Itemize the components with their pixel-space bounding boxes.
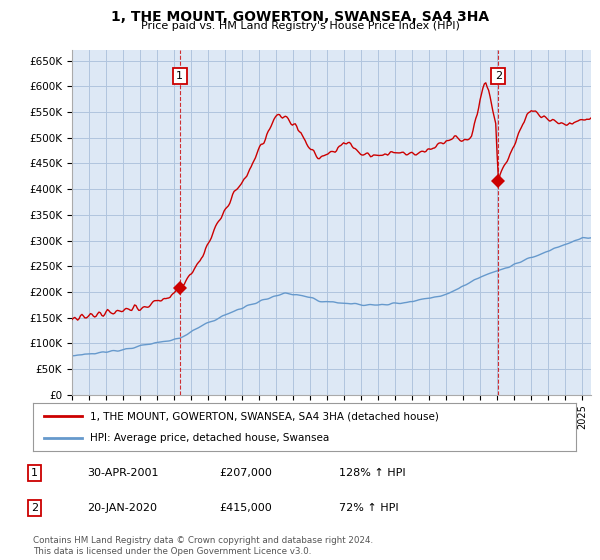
Text: 30-APR-2001: 30-APR-2001 <box>87 468 158 478</box>
Text: HPI: Average price, detached house, Swansea: HPI: Average price, detached house, Swan… <box>90 433 329 443</box>
Text: 128% ↑ HPI: 128% ↑ HPI <box>339 468 406 478</box>
Text: Price paid vs. HM Land Registry's House Price Index (HPI): Price paid vs. HM Land Registry's House … <box>140 21 460 31</box>
Text: 1, THE MOUNT, GOWERTON, SWANSEA, SA4 3HA: 1, THE MOUNT, GOWERTON, SWANSEA, SA4 3HA <box>111 10 489 24</box>
Text: 2: 2 <box>31 503 38 513</box>
Text: £415,000: £415,000 <box>219 503 272 513</box>
Text: 1: 1 <box>31 468 38 478</box>
Text: 2: 2 <box>494 71 502 81</box>
Text: 1: 1 <box>176 71 183 81</box>
Text: £207,000: £207,000 <box>219 468 272 478</box>
Text: 20-JAN-2020: 20-JAN-2020 <box>87 503 157 513</box>
Text: 1, THE MOUNT, GOWERTON, SWANSEA, SA4 3HA (detached house): 1, THE MOUNT, GOWERTON, SWANSEA, SA4 3HA… <box>90 411 439 421</box>
Text: Contains HM Land Registry data © Crown copyright and database right 2024.
This d: Contains HM Land Registry data © Crown c… <box>33 536 373 556</box>
Text: 72% ↑ HPI: 72% ↑ HPI <box>339 503 398 513</box>
